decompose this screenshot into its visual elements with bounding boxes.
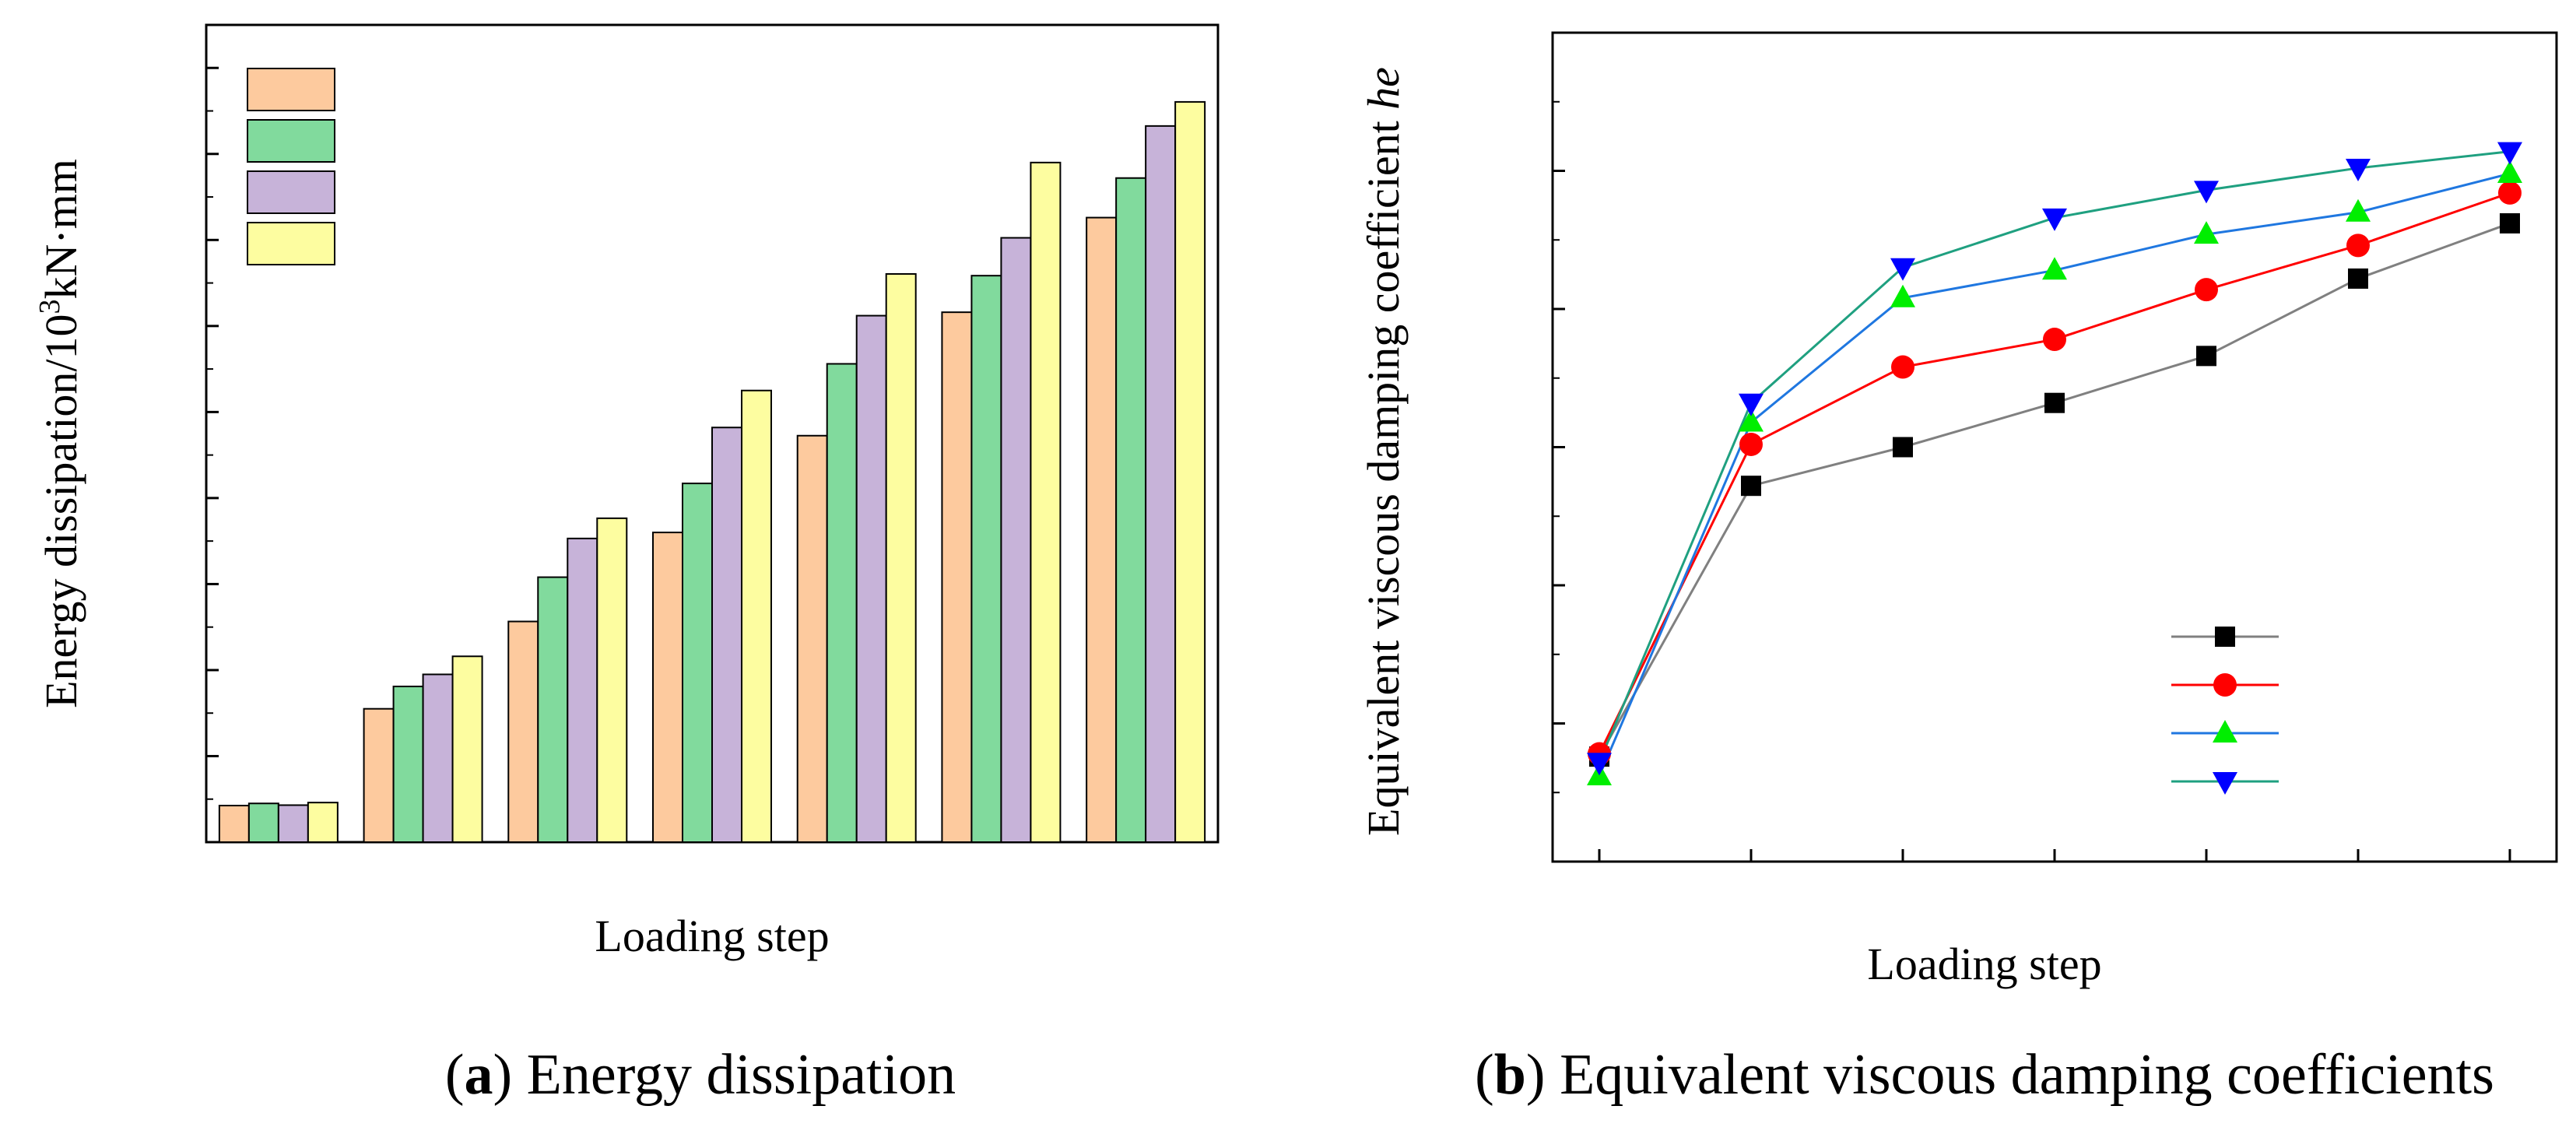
y-axis-ticks: [206, 66, 219, 844]
data-point-tsw-th3: [2194, 221, 2219, 244]
bar-tsw-th3: [277, 804, 309, 843]
bar-tsw-th1: [1086, 216, 1118, 844]
bar-tsw-th1: [507, 620, 539, 843]
caption-b: (b) Equivalent viscous damping coefficie…: [1475, 1043, 2494, 1107]
x-axis-label: Loading step: [1867, 939, 2101, 989]
legend-swatch: [247, 222, 335, 265]
data-point-tsw-th4: [1739, 393, 1764, 416]
data-point-tsw-th3: [2346, 198, 2371, 222]
plot-frame: [1551, 31, 2558, 863]
bar-tsw-th1: [941, 311, 973, 843]
data-point-tsw-th2: [1891, 355, 1914, 379]
bar-tsw-th3: [422, 673, 454, 844]
data-point-tsw-th2: [1739, 432, 1763, 456]
damping-coefficient-chart: Loading step Equivalent viscous damping …: [1358, 31, 2558, 1107]
bar-tsw-th1: [218, 805, 250, 844]
data-point-tsw-th4: [2346, 158, 2371, 181]
bar-tsw-th2: [826, 363, 858, 843]
y-axis-ticks: [1553, 31, 1565, 863]
energy-dissipation-chart: Loading step Energy dissipation/103kN·mm…: [33, 23, 1220, 1107]
data-point-tsw-th1: [2500, 212, 2520, 233]
series-lines: [1587, 142, 2522, 785]
bar-tsw-th4: [741, 389, 772, 844]
bar-tsw-th2: [970, 275, 1002, 843]
data-point-tsw-th4: [1890, 258, 1915, 281]
data-point-tsw-th1: [1893, 437, 1913, 458]
y-axis-label-prefix: Energy dissipation/10: [36, 314, 86, 708]
bar-tsw-th4: [1174, 100, 1206, 843]
data-point-tsw-th4: [2497, 142, 2522, 165]
bar-tsw-th3: [1000, 237, 1032, 844]
y-axis-label-prefix: Equivalent viscous damping coefficient: [1358, 110, 1409, 836]
legend-marker: [2213, 720, 2237, 743]
legend-swatch: [247, 170, 335, 214]
bar-tsw-th4: [307, 802, 339, 843]
caption-a-letter: a: [464, 1043, 493, 1107]
bar-tsw-th2: [537, 576, 569, 843]
y-axis-label-italic: he: [1358, 67, 1409, 110]
legend-marker: [2213, 673, 2237, 697]
bar-tsw-th2: [247, 802, 279, 844]
legend-marker: [2215, 627, 2235, 647]
data-point-tsw-th2: [2346, 233, 2370, 258]
data-point-tsw-th2: [2498, 181, 2522, 205]
bar-tsw-th2: [682, 483, 713, 844]
bar-tsw-th4: [885, 272, 917, 843]
bar-tsw-th3: [567, 537, 598, 843]
data-point-tsw-th3: [2042, 257, 2067, 280]
caption-a-text: Energy dissipation: [527, 1043, 956, 1107]
data-point-tsw-th1: [1741, 476, 1761, 497]
x-axis-label: Loading step: [595, 911, 829, 961]
y-axis-label: Equivalent viscous damping coefficient h…: [1358, 67, 1409, 836]
bar-tsw-th4: [1030, 161, 1062, 843]
legend: [247, 68, 335, 265]
bar-tsw-th2: [1115, 177, 1147, 844]
data-point-tsw-th3: [1739, 409, 1764, 432]
data-point-tsw-th2: [2195, 278, 2218, 302]
series-line-tsw-th1: [1598, 222, 2511, 757]
bar-tsw-th1: [796, 434, 828, 843]
bar-tsw-th1: [652, 532, 683, 844]
bar-tsw-th4: [596, 517, 628, 843]
y-axis-label-suffix: kN·mm: [36, 159, 86, 299]
bars: [218, 100, 1206, 844]
legend: [2171, 627, 2279, 795]
data-point-tsw-th3: [1890, 284, 1915, 307]
y-axis-label-sup: 3: [33, 300, 66, 314]
bar-tsw-th3: [855, 314, 887, 844]
bar-tsw-th3: [711, 427, 742, 843]
legend-marker: [2213, 772, 2237, 795]
bar-tsw-th3: [1145, 125, 1177, 844]
data-point-tsw-th2: [2043, 328, 2066, 352]
y-axis-label: Energy dissipation/103kN·mm: [33, 159, 86, 708]
caption-a: (a) Energy dissipation: [445, 1043, 956, 1107]
caption-b-letter: b: [1494, 1043, 1526, 1107]
data-point-tsw-th1: [2044, 392, 2065, 413]
data-point-tsw-th4: [2194, 181, 2219, 204]
data-point-tsw-th1: [2196, 346, 2216, 367]
data-point-tsw-th3: [2497, 160, 2522, 184]
legend-swatch: [247, 68, 335, 111]
bar-tsw-th2: [392, 685, 424, 844]
data-point-tsw-th4: [2042, 208, 2067, 231]
data-point-tsw-th1: [2348, 268, 2368, 289]
bar-tsw-th4: [451, 655, 483, 844]
legend-swatch: [247, 119, 335, 163]
bar-tsw-th1: [363, 707, 395, 843]
caption-b-text: Equivalent viscous damping coefficients: [1560, 1043, 2494, 1107]
data-point-tsw-th4: [1587, 753, 1612, 776]
x-axis-ticks: [1598, 849, 2511, 862]
